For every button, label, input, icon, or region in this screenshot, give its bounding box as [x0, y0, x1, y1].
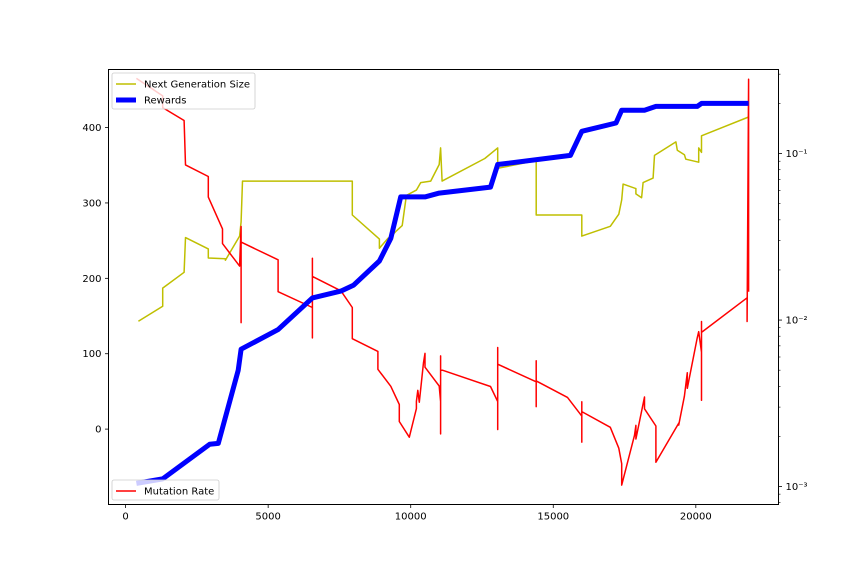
series-lines — [135, 77, 750, 486]
series-line-rewards — [135, 100, 749, 486]
y-axis-right: 10⁻³ 10⁻² 10⁻¹ — [778, 73, 808, 503]
y-right-tick-label: 10⁻¹ — [786, 149, 808, 160]
y-left-tick-label: 200 — [82, 274, 101, 285]
x-tick-label: 20000 — [680, 512, 712, 523]
y-right-tick-label: 10⁻² — [786, 316, 808, 327]
legend-label-mutation-rate: Mutation Rate — [144, 487, 214, 498]
legend-box — [111, 72, 256, 110]
legend-box — [111, 479, 220, 501]
y-left-tick-label: 300 — [82, 198, 101, 209]
series-line-next-generation-size — [138, 116, 749, 322]
x-tick-label: 0 — [122, 512, 128, 523]
y-right-tick-label: 10⁻³ — [786, 482, 808, 493]
legend-label-next-generation-size: Next Generation Size — [144, 80, 250, 91]
y-left-tick-label: 0 — [95, 425, 101, 436]
axes-frame — [108, 69, 779, 505]
x-tick-label: 15000 — [537, 512, 569, 523]
y-left-tick-label: 100 — [82, 349, 101, 360]
legend-label-rewards: Rewards — [144, 96, 186, 107]
x-tick-label: 10000 — [395, 512, 427, 523]
series-line-mutation-rate — [135, 77, 750, 486]
y-axis-left: 0 100 200 300 400 — [82, 123, 109, 436]
x-axis: 0 5000 10000 15000 20000 — [122, 504, 712, 523]
legend-bottom-left: Mutation Rate — [111, 479, 220, 501]
legend-top-left: Next Generation Size Rewards — [111, 72, 256, 110]
y-left-tick-label: 400 — [82, 123, 101, 134]
x-tick-label: 5000 — [255, 512, 280, 523]
